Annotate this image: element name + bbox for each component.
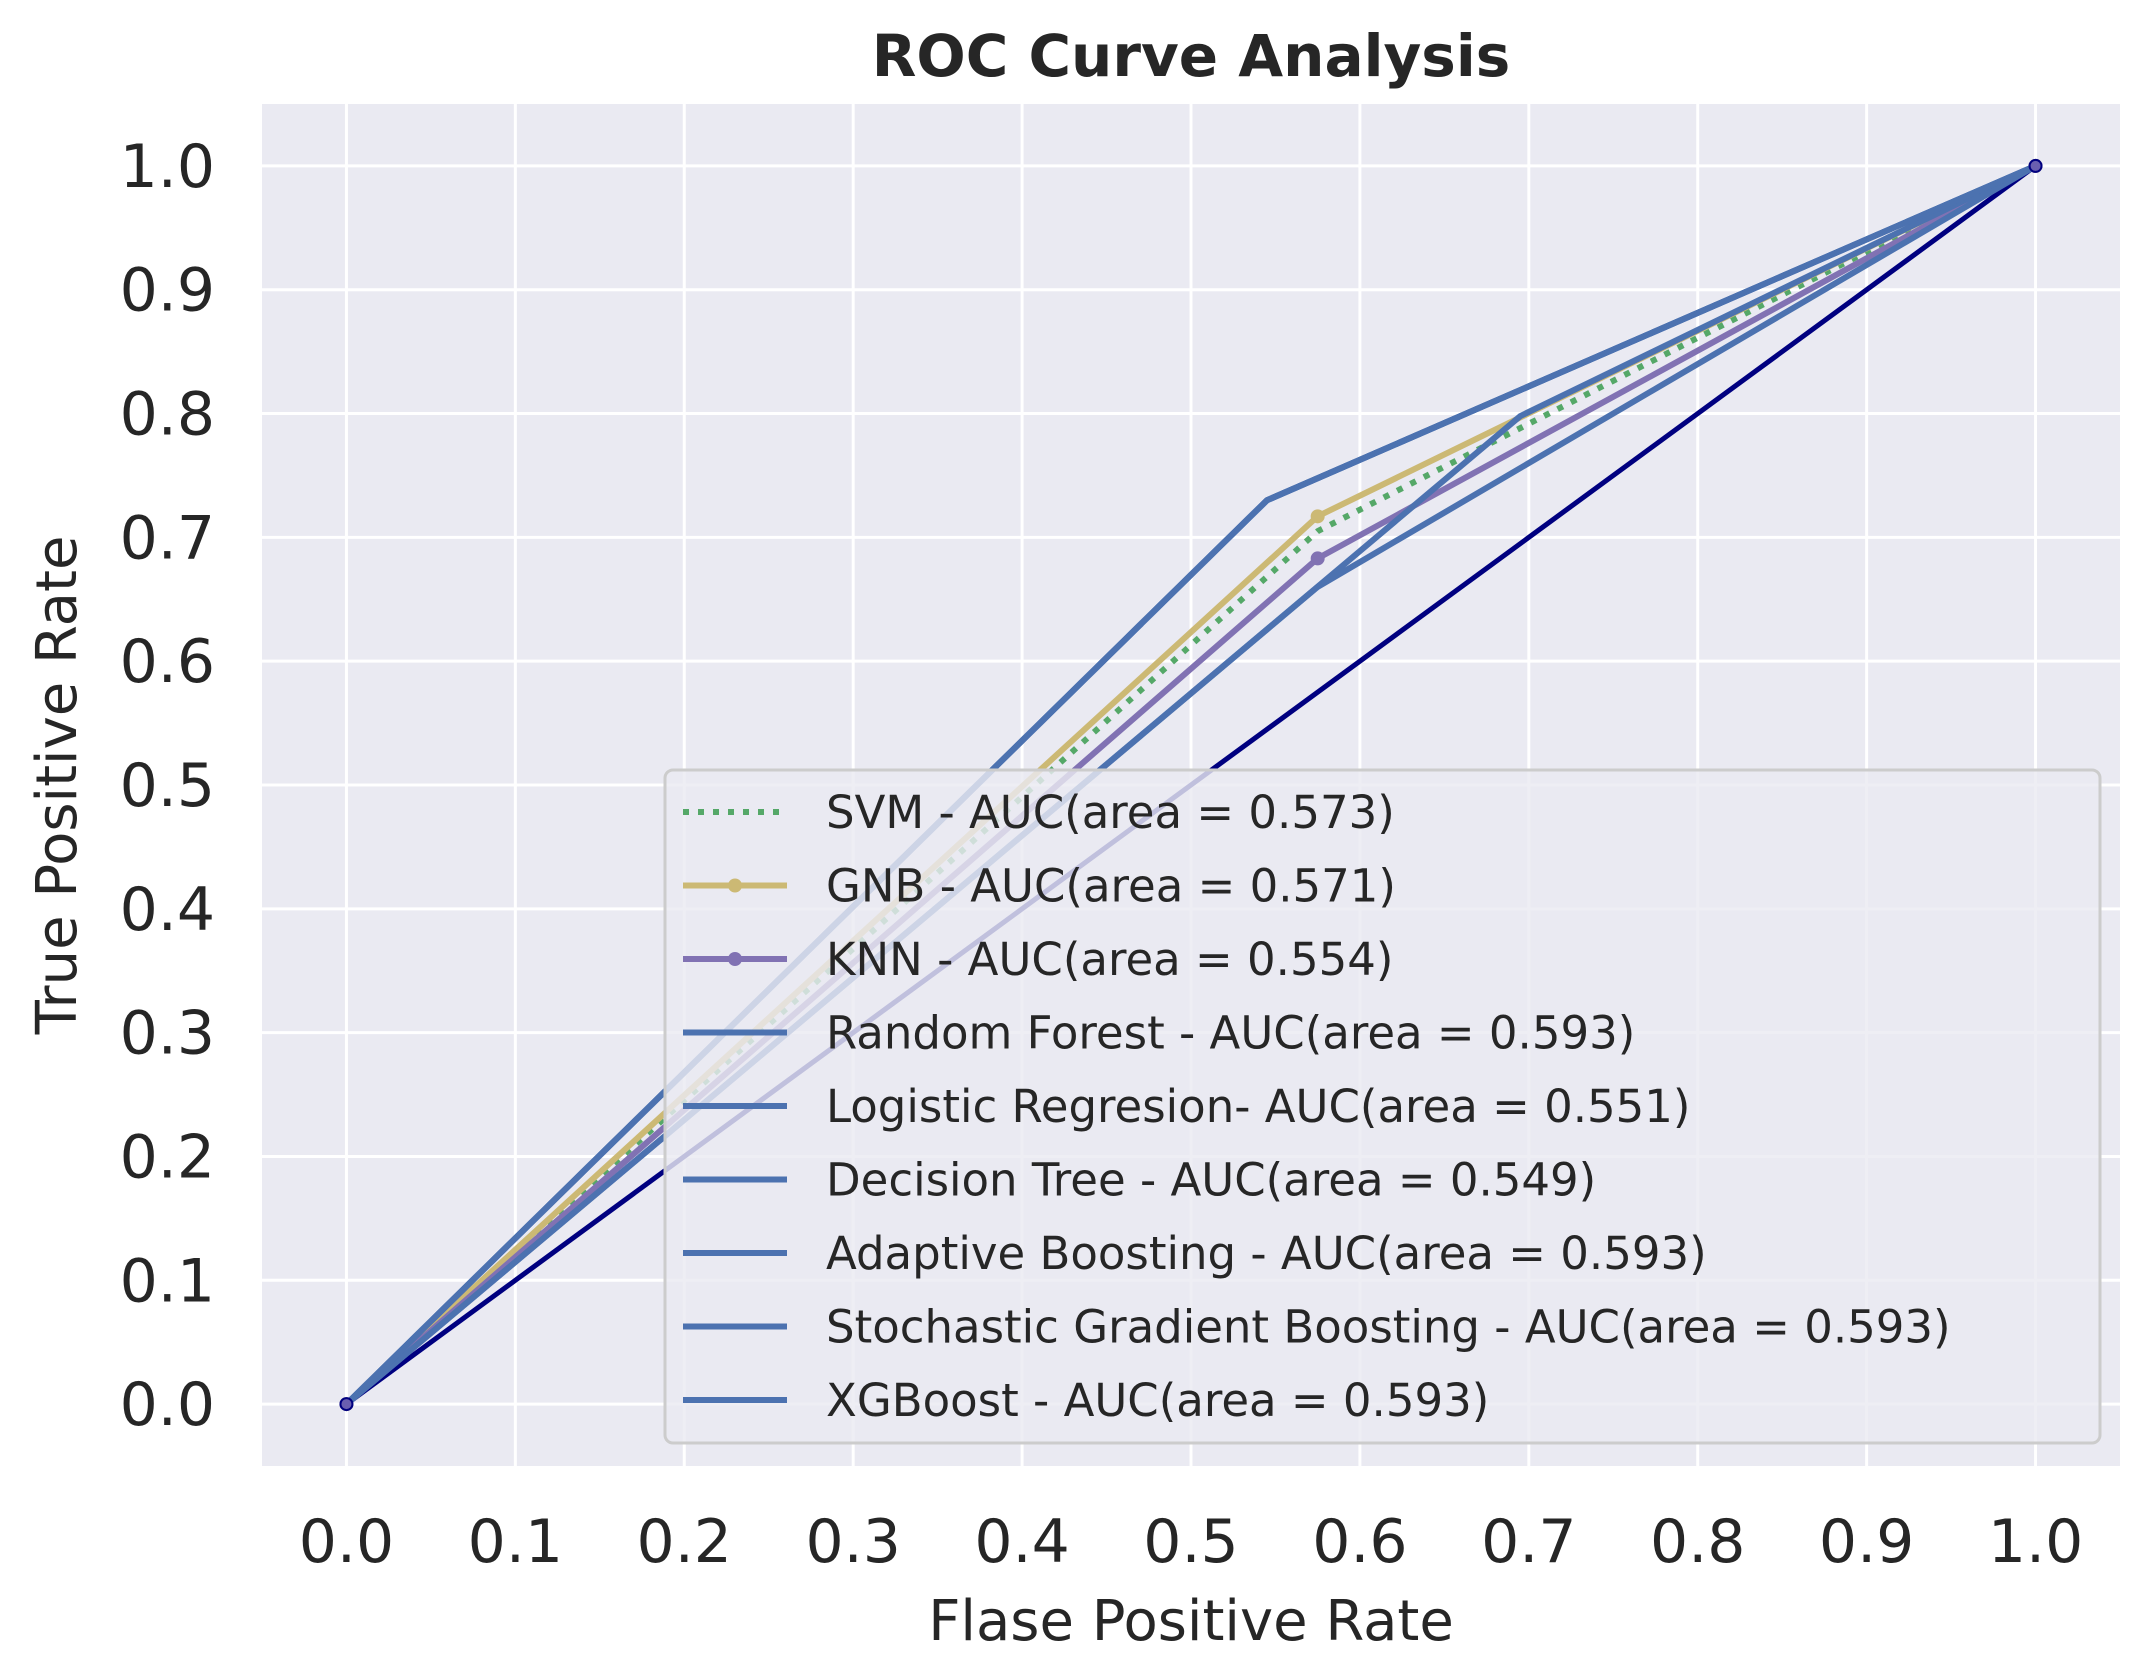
x-tick-label: 0.9: [1819, 1507, 1914, 1577]
x-tick-label: 1.0: [1988, 1507, 2083, 1577]
x-tick-label: 0.0: [299, 1507, 394, 1577]
x-tick-label: 0.6: [1312, 1507, 1407, 1577]
y-tick-label: 0.6: [120, 627, 215, 697]
legend: SVM - AUC(area = 0.573) GNB - AUC(area = …: [663, 768, 2102, 1445]
legend-label: Random Forest - AUC(area = 0.593): [826, 1007, 1635, 1060]
x-tick-label: 0.7: [1481, 1507, 1576, 1577]
y-tick-label: 0.2: [120, 1122, 215, 1192]
series-point: [1310, 509, 1325, 524]
y-tick-label: 0.0: [120, 1370, 215, 1440]
y-tick-label: 1.0: [120, 132, 215, 202]
y-tick-label: 0.8: [120, 380, 215, 450]
legend-label: KNN - AUC(area = 0.554): [826, 933, 1393, 986]
x-tick-label: 0.4: [974, 1507, 1069, 1577]
series-point: [1310, 551, 1325, 566]
y-tick-label: 0.5: [120, 751, 215, 821]
legend-marker: [728, 952, 742, 966]
series-lines: [339, 158, 2043, 1412]
x-tick-label: 0.3: [805, 1507, 900, 1577]
x-tick-label: 0.2: [637, 1507, 732, 1577]
x-axis-title: Flase Positive Rate: [928, 1589, 1454, 1654]
endpoint-marker: [339, 1397, 354, 1412]
legend-box: [663, 768, 2102, 1445]
legend-label: GNB - AUC(area = 0.571): [826, 860, 1396, 913]
y-tick-label: 0.9: [120, 256, 215, 326]
legend-label: SVM - AUC(area = 0.573): [826, 786, 1395, 839]
x-tick-labels: 0.0 0.1 0.2 0.3 0.4 0.5 0.6 0.7 0.8 0.9 1.0: [299, 1507, 2084, 1577]
legend-label: Stochastic Gradient Boosting - AUC(area …: [826, 1301, 1951, 1354]
endpoint-marker: [2028, 158, 2043, 173]
legend-label: Logistic Regresion- AUC(area = 0.551): [826, 1080, 1691, 1133]
legend-marker: [728, 878, 742, 893]
series-line: [344, 163, 2037, 1407]
chart-title: ROC Curve Analysis: [872, 22, 1510, 90]
y-tick-labels: 0.0 0.1 0.2 0.3 0.4 0.5 0.6 0.7 0.8 0.9 1.0: [120, 132, 215, 1440]
y-tick-label: 0.1: [120, 1246, 215, 1316]
y-tick-label: 0.7: [120, 503, 215, 573]
legend-label: Adaptive Boosting - AUC(area = 0.593): [826, 1227, 1707, 1280]
x-tick-label: 0.1: [468, 1507, 563, 1577]
y-tick-label: 0.4: [120, 875, 215, 945]
y-tick-label: 0.3: [120, 999, 215, 1069]
y-axis-title: True Positive Rate: [25, 536, 90, 1036]
x-tick-label: 0.8: [1650, 1507, 1745, 1577]
legend-label: XGBoost - AUC(area = 0.593): [826, 1374, 1489, 1427]
x-tick-label: 0.5: [1143, 1507, 1238, 1577]
legend-label: Decision Tree - AUC(area = 0.549): [826, 1154, 1596, 1207]
